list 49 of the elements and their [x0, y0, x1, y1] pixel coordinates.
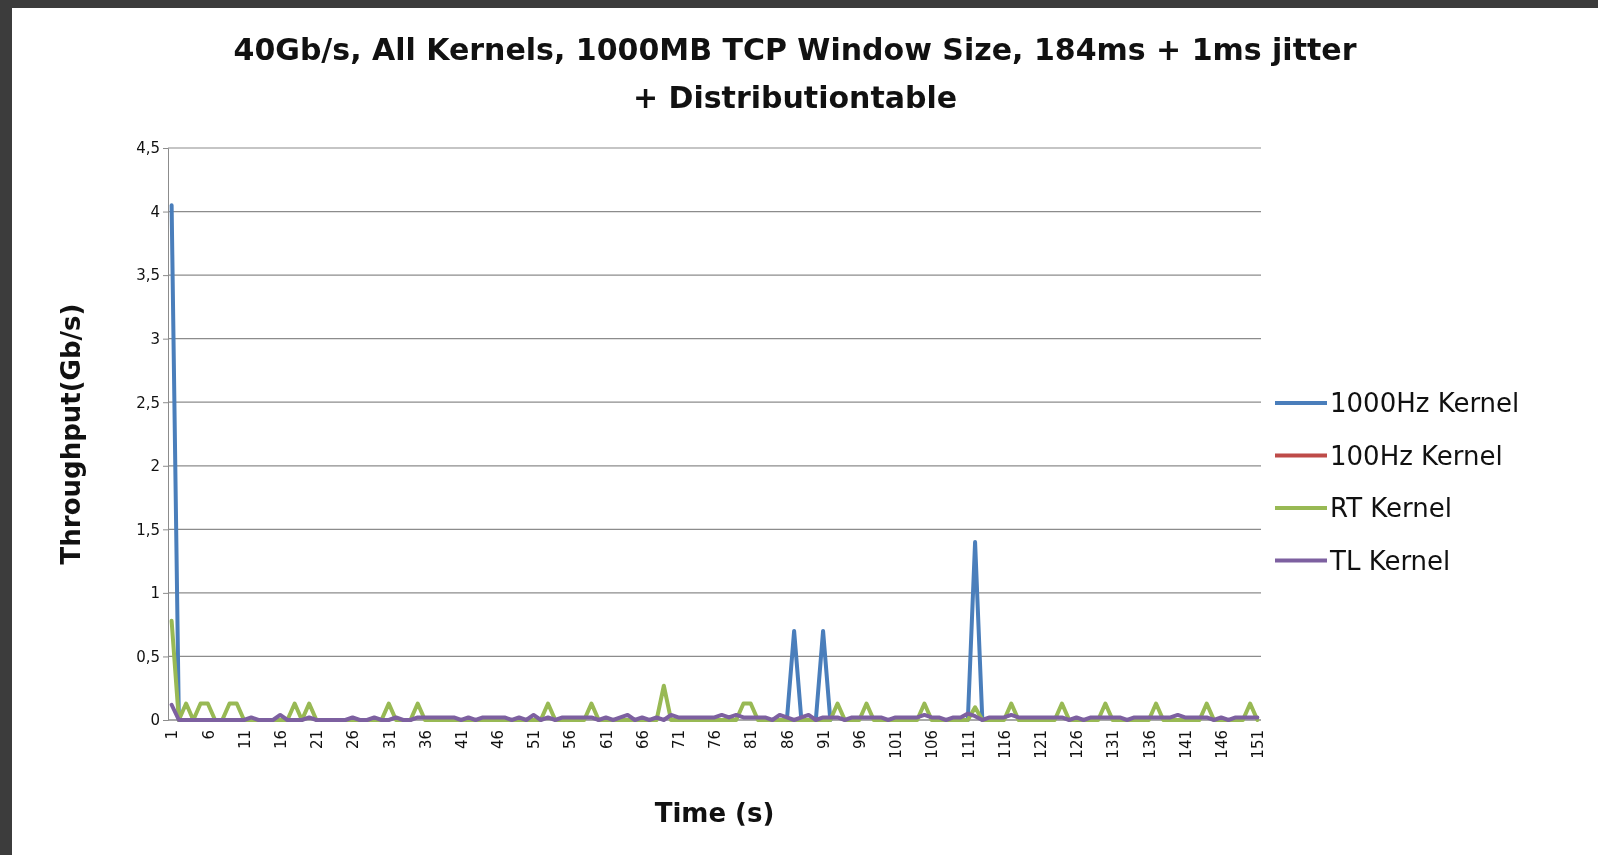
y-tick-label: 0,5: [136, 647, 160, 666]
x-tick-label: 151: [1249, 730, 1268, 759]
x-tick-label: 136: [1140, 730, 1159, 759]
x-tick-label: 101: [887, 730, 906, 759]
y-tick-label: 2: [150, 457, 160, 476]
line-series: [169, 702, 1260, 722]
x-tick-label: 126: [1068, 730, 1087, 759]
x-tick-label: 36: [416, 730, 435, 750]
y-tick-label: 3,5: [136, 266, 160, 285]
x-tick-label: 6: [199, 730, 218, 740]
x-tick-label: 116: [995, 730, 1014, 759]
legend-label: 1000Hz Kernel: [1330, 388, 1520, 419]
x-tick-label: 141: [1176, 730, 1195, 759]
x-tick-label: 146: [1212, 730, 1231, 759]
x-tick-label: 131: [1104, 730, 1123, 759]
x-tick-label: 121: [1031, 730, 1050, 759]
y-tick-label: 1: [150, 584, 160, 603]
y-tick-label: 2,5: [136, 393, 160, 412]
x-tick-label: 56: [561, 730, 580, 750]
y-tick-label: 4: [150, 202, 160, 221]
y-axis-title: Throughput(Gb/s): [56, 303, 86, 565]
x-tick-label: 96: [851, 730, 870, 750]
x-tick-label: 16: [271, 730, 290, 750]
x-tick-label: 41: [452, 730, 471, 750]
x-tick-label: 76: [706, 730, 725, 750]
x-axis-title: Time (s): [654, 798, 775, 828]
x-tick-label: 1: [163, 730, 182, 740]
chart-title: 40Gb/s, All Kernels, 1000MB TCP Window Size, 184ms + 1ms jitter + Distributiontable: [233, 32, 1357, 115]
x-tick-label: 66: [633, 730, 652, 750]
x-tick-label: 46: [489, 730, 508, 750]
x-tick-label: 91: [814, 730, 833, 750]
x-tick-label: 111: [959, 730, 978, 759]
legend-label: TL Kernel: [1329, 545, 1451, 576]
y-tick-label: 1,5: [136, 520, 160, 539]
x-tick-label: 61: [597, 730, 616, 750]
x-tick-label: 11: [235, 730, 254, 750]
x-tick-label: 51: [525, 730, 544, 750]
x-tick-label: 21: [308, 730, 327, 750]
legend-label: 100Hz Kernel: [1330, 440, 1503, 471]
x-tick-label: 26: [344, 730, 363, 750]
x-tick-label: 71: [670, 730, 689, 750]
y-tick-label: 4,5: [136, 139, 160, 158]
legend-label: RT Kernel: [1330, 493, 1453, 524]
y-tick-label: 3: [150, 329, 160, 348]
x-tick-label: 86: [778, 730, 797, 750]
x-tick-label: 81: [742, 730, 761, 750]
y-tick-label: 0: [150, 711, 160, 730]
x-tick-label: 31: [380, 730, 399, 750]
x-tick-label: 106: [923, 730, 942, 759]
